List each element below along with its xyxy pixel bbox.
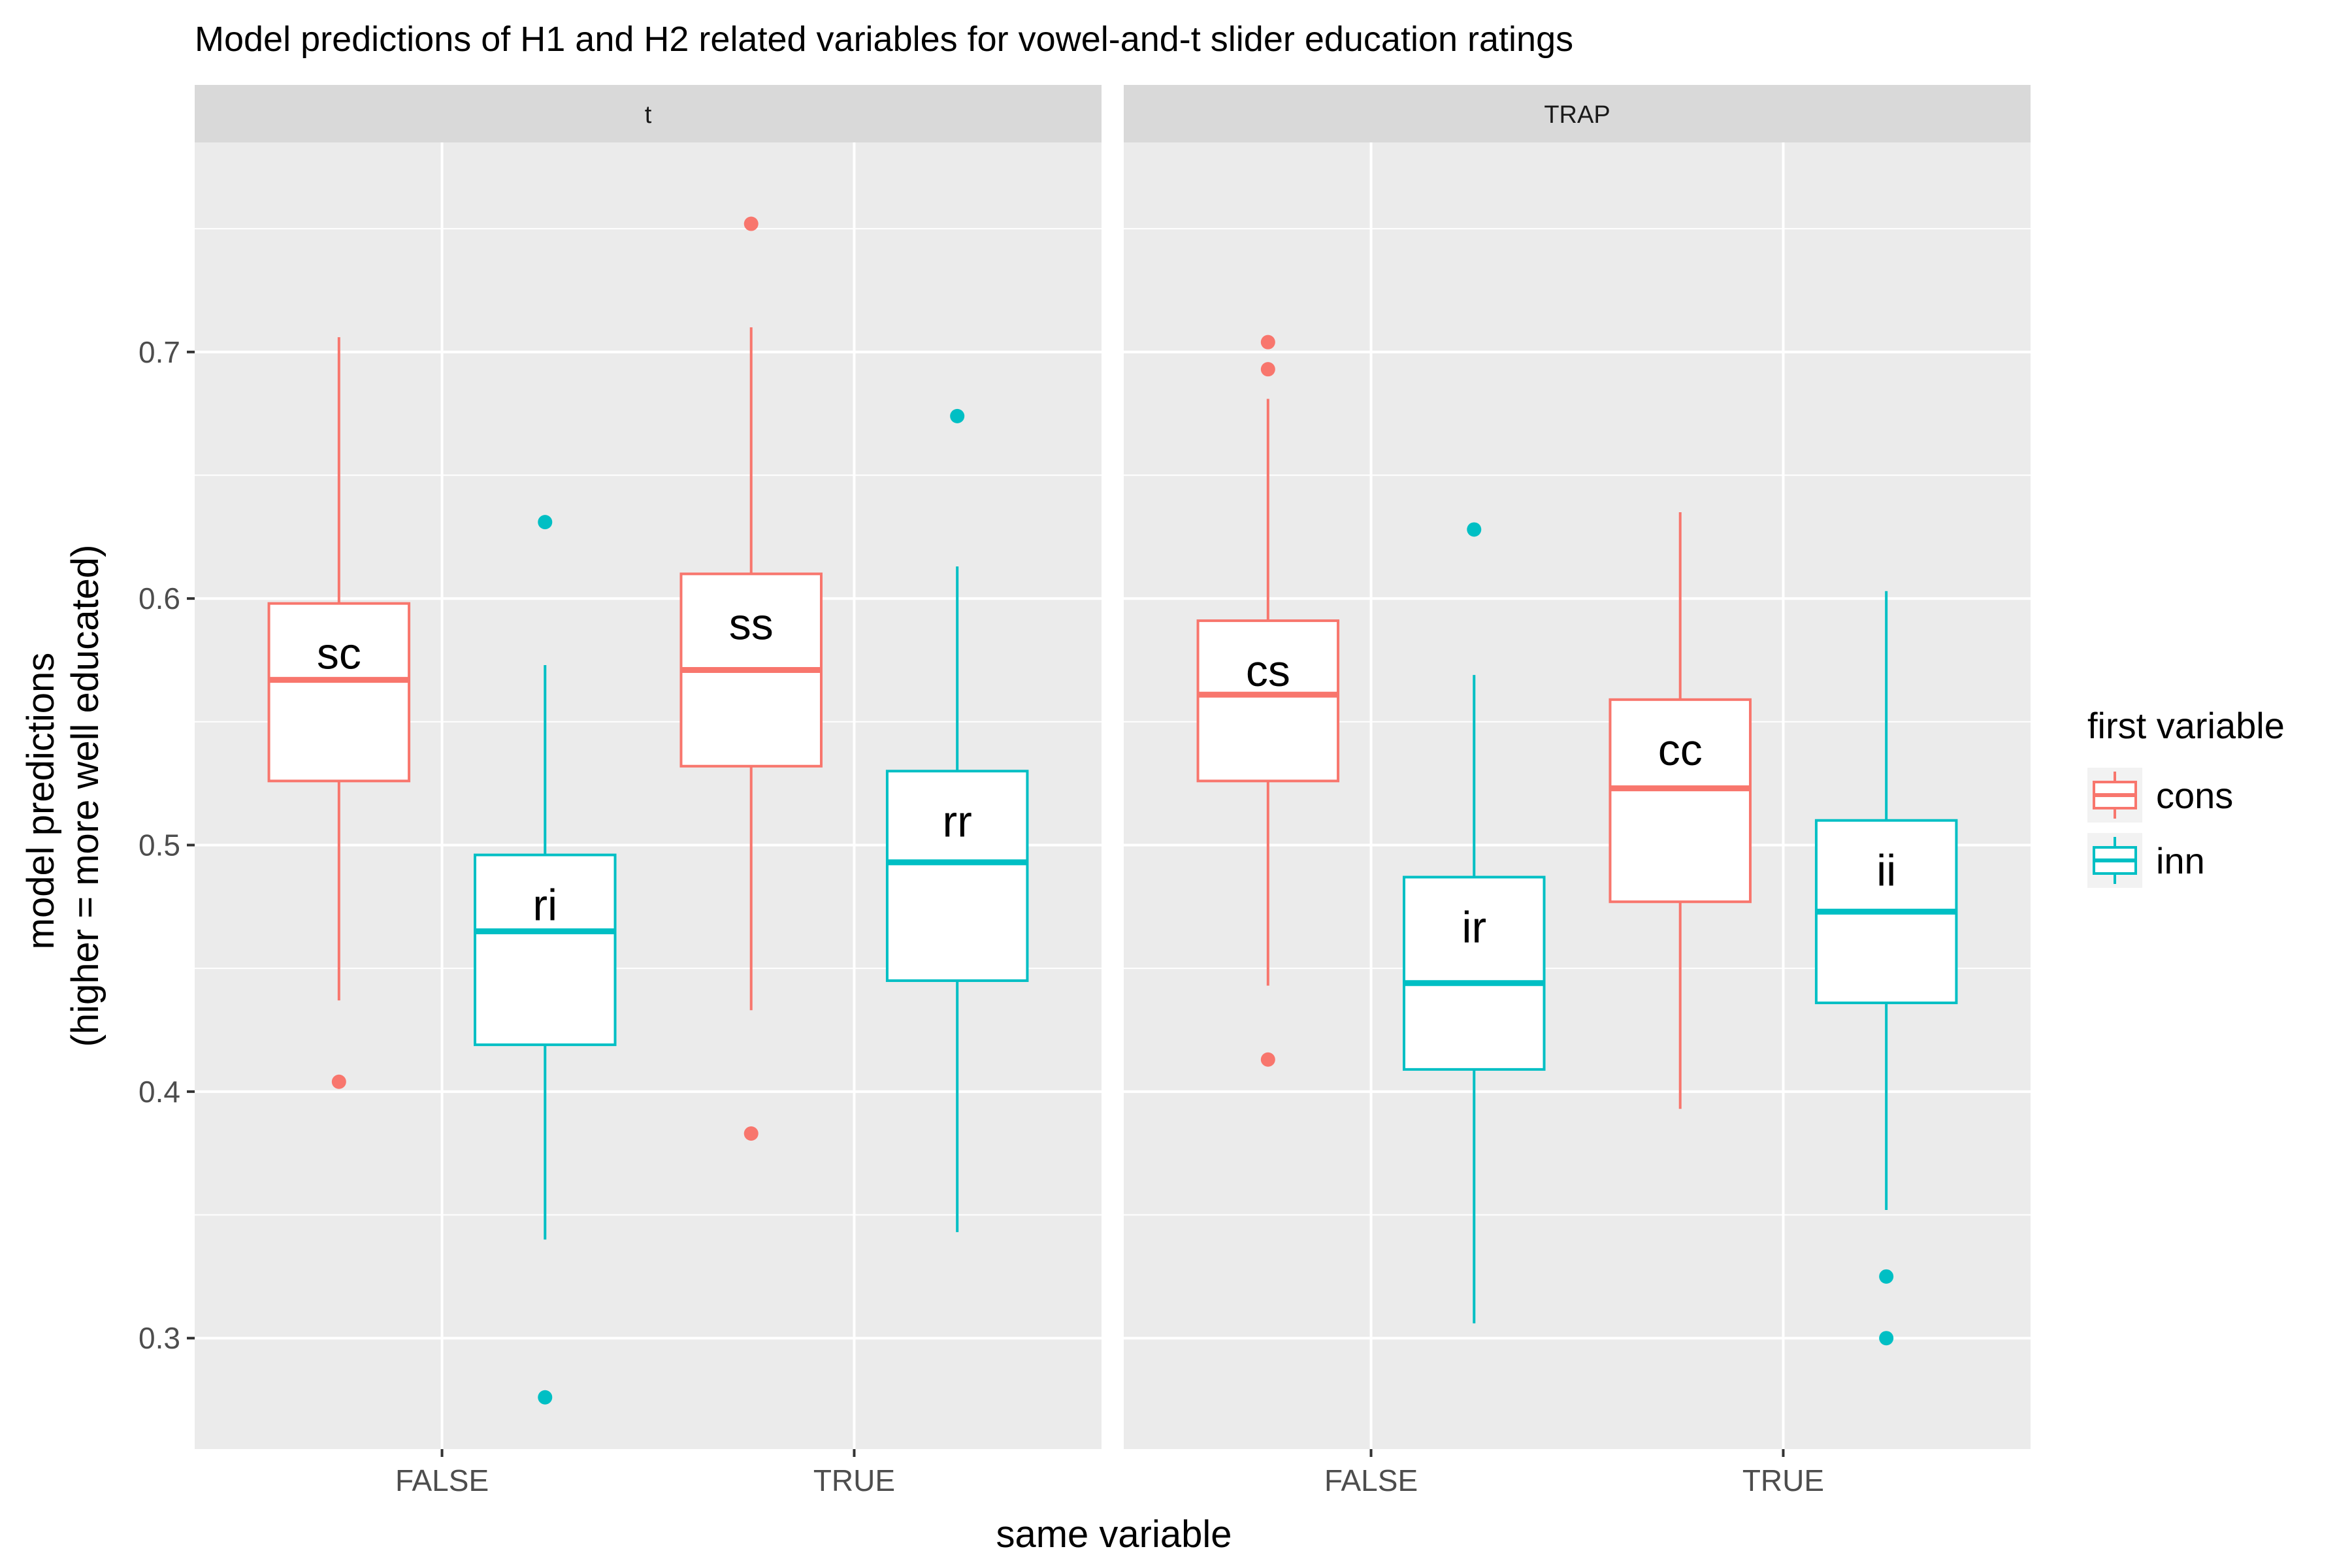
panels: t sc ri ss rr TRAP cs ir cc ii xyxy=(195,85,2031,1449)
panel-trap: TRAP cs ir cc ii xyxy=(1124,85,2031,1449)
box-label: ii xyxy=(1876,846,1896,896)
box-label: sc xyxy=(317,629,361,679)
x-axis: FALSE TRUE FALSE TRUE xyxy=(395,1449,1824,1497)
y-axis-title-line-1: model predictions xyxy=(20,653,62,950)
y-tick-label: 0.4 xyxy=(139,1075,180,1109)
outlier-point xyxy=(1879,1269,1894,1284)
box-ir: ir xyxy=(1403,522,1546,1324)
outlier-point xyxy=(1260,1052,1275,1067)
outlier-point xyxy=(1467,522,1482,537)
box-body xyxy=(474,853,617,1047)
chart-title: Model predictions of H1 and H2 related v… xyxy=(195,20,1573,59)
outlier-point xyxy=(1260,362,1275,377)
panel-strip xyxy=(195,85,1102,142)
box-rr: rr xyxy=(885,408,1029,1232)
y-tick-label: 0.3 xyxy=(139,1321,180,1355)
y-tick-label: 0.5 xyxy=(139,828,180,862)
x-tick-label: FALSE xyxy=(1324,1463,1418,1497)
y-axis: 0.3 0.4 0.5 0.6 0.7 xyxy=(139,335,195,1355)
box-ss: ss xyxy=(679,216,823,1141)
outlier-point xyxy=(1260,335,1275,350)
box-cs: cs xyxy=(1196,335,1340,1067)
box-body xyxy=(1403,875,1546,1071)
x-tick-label: FALSE xyxy=(395,1463,489,1497)
x-axis-title: same variable xyxy=(996,1513,1232,1556)
outlier-point xyxy=(743,216,759,231)
panel-strip-label: TRAP xyxy=(1544,101,1610,129)
outlier-point xyxy=(331,1074,346,1089)
outlier-point xyxy=(743,1126,759,1141)
box-cc: cc xyxy=(1609,512,1752,1109)
y-tick-label: 0.6 xyxy=(139,581,180,615)
legend-entry-cons: cons xyxy=(2087,768,2233,823)
panel-strip xyxy=(1124,85,2031,142)
box-body xyxy=(1609,698,1752,904)
legend-title: first variable xyxy=(2087,705,2285,746)
box-label: ir xyxy=(1462,903,1486,953)
box-label: rr xyxy=(943,796,972,846)
box-ii: ii xyxy=(1814,591,1958,1346)
box-sc: sc xyxy=(267,337,411,1089)
outlier-point xyxy=(538,1390,553,1405)
box-body xyxy=(267,602,411,783)
box-label: ri xyxy=(532,881,557,930)
y-tick-label: 0.7 xyxy=(139,335,180,369)
panel-t: t sc ri ss rr xyxy=(195,85,1102,1449)
legend: first variable cons inn xyxy=(2087,705,2285,888)
x-tick-label: TRUE xyxy=(1742,1463,1824,1497)
outlier-point xyxy=(950,408,965,423)
box-label: cs xyxy=(1246,646,1290,696)
box-label: cc xyxy=(1658,725,1703,775)
legend-label: inn xyxy=(2156,840,2205,881)
panel-strip-label: t xyxy=(645,101,652,129)
box-label: ss xyxy=(729,599,774,649)
outlier-point xyxy=(538,515,553,530)
legend-entry-inn: inn xyxy=(2087,833,2205,888)
box-ri: ri xyxy=(474,515,617,1405)
outlier-point xyxy=(1879,1331,1894,1346)
y-axis-title-line-2: (higher = more well educated) xyxy=(64,545,106,1047)
legend-label: cons xyxy=(2156,775,2233,816)
box-body xyxy=(885,770,1029,983)
box-body xyxy=(1196,619,1340,783)
panel-background xyxy=(1124,142,2031,1449)
x-tick-label: TRUE xyxy=(813,1463,895,1497)
y-axis-title: model predictions (higher = more well ed… xyxy=(20,545,106,1047)
